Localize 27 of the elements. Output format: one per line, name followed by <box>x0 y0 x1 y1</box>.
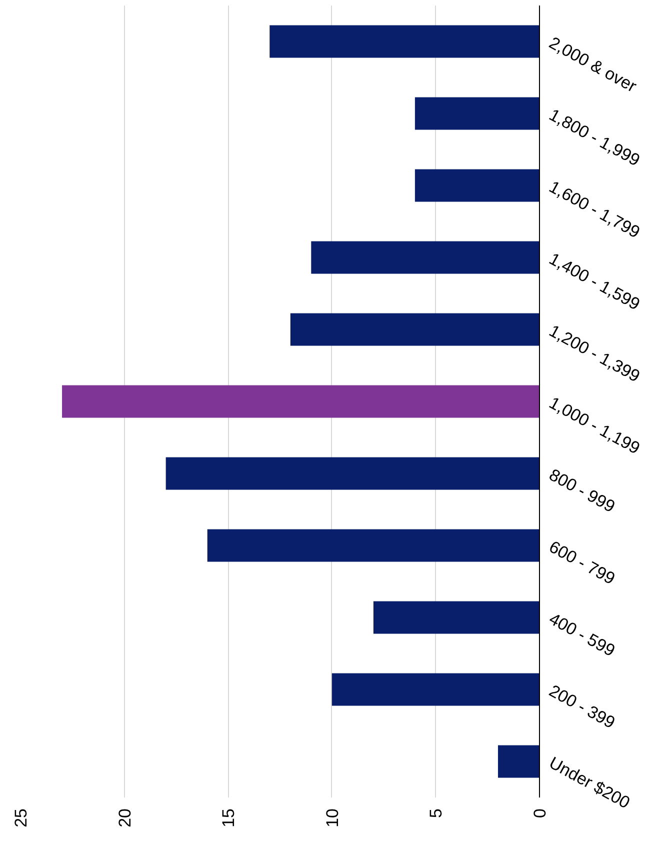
bar <box>311 241 540 274</box>
bar <box>414 169 540 202</box>
y-tick-label: 1,800 - 1,999 <box>546 105 643 170</box>
bar <box>332 673 540 706</box>
bar <box>414 97 540 130</box>
x-tick-label: 10 <box>322 808 342 828</box>
x-tick-label: 20 <box>115 808 134 828</box>
x-tick-label: 15 <box>219 808 238 828</box>
y-tick-label: 1,600 - 1,799 <box>546 177 643 242</box>
y-tick-label: 600 - 799 <box>546 537 618 588</box>
y-tick-label: 2,000 & over <box>546 33 640 96</box>
y-tick-label: 1,200 - 1,399 <box>546 321 643 386</box>
bar <box>498 745 540 778</box>
x-tick-label: 5 <box>426 808 446 818</box>
bar <box>62 385 540 418</box>
x-tick-label: 0 <box>530 808 550 818</box>
bar <box>290 313 540 346</box>
y-tick-label: 1,400 - 1,599 <box>546 249 643 314</box>
y-tick-label: 800 - 999 <box>546 465 618 516</box>
x-tick-label: 25 <box>12 808 30 828</box>
y-tick-label: 200 - 399 <box>546 681 618 732</box>
bar <box>166 457 540 490</box>
y-tick-label: 1,000 - 1,199 <box>546 393 643 458</box>
bar <box>270 25 540 58</box>
y-tick-label: 400 - 599 <box>546 609 618 660</box>
bar <box>207 529 540 562</box>
bar <box>373 601 540 634</box>
